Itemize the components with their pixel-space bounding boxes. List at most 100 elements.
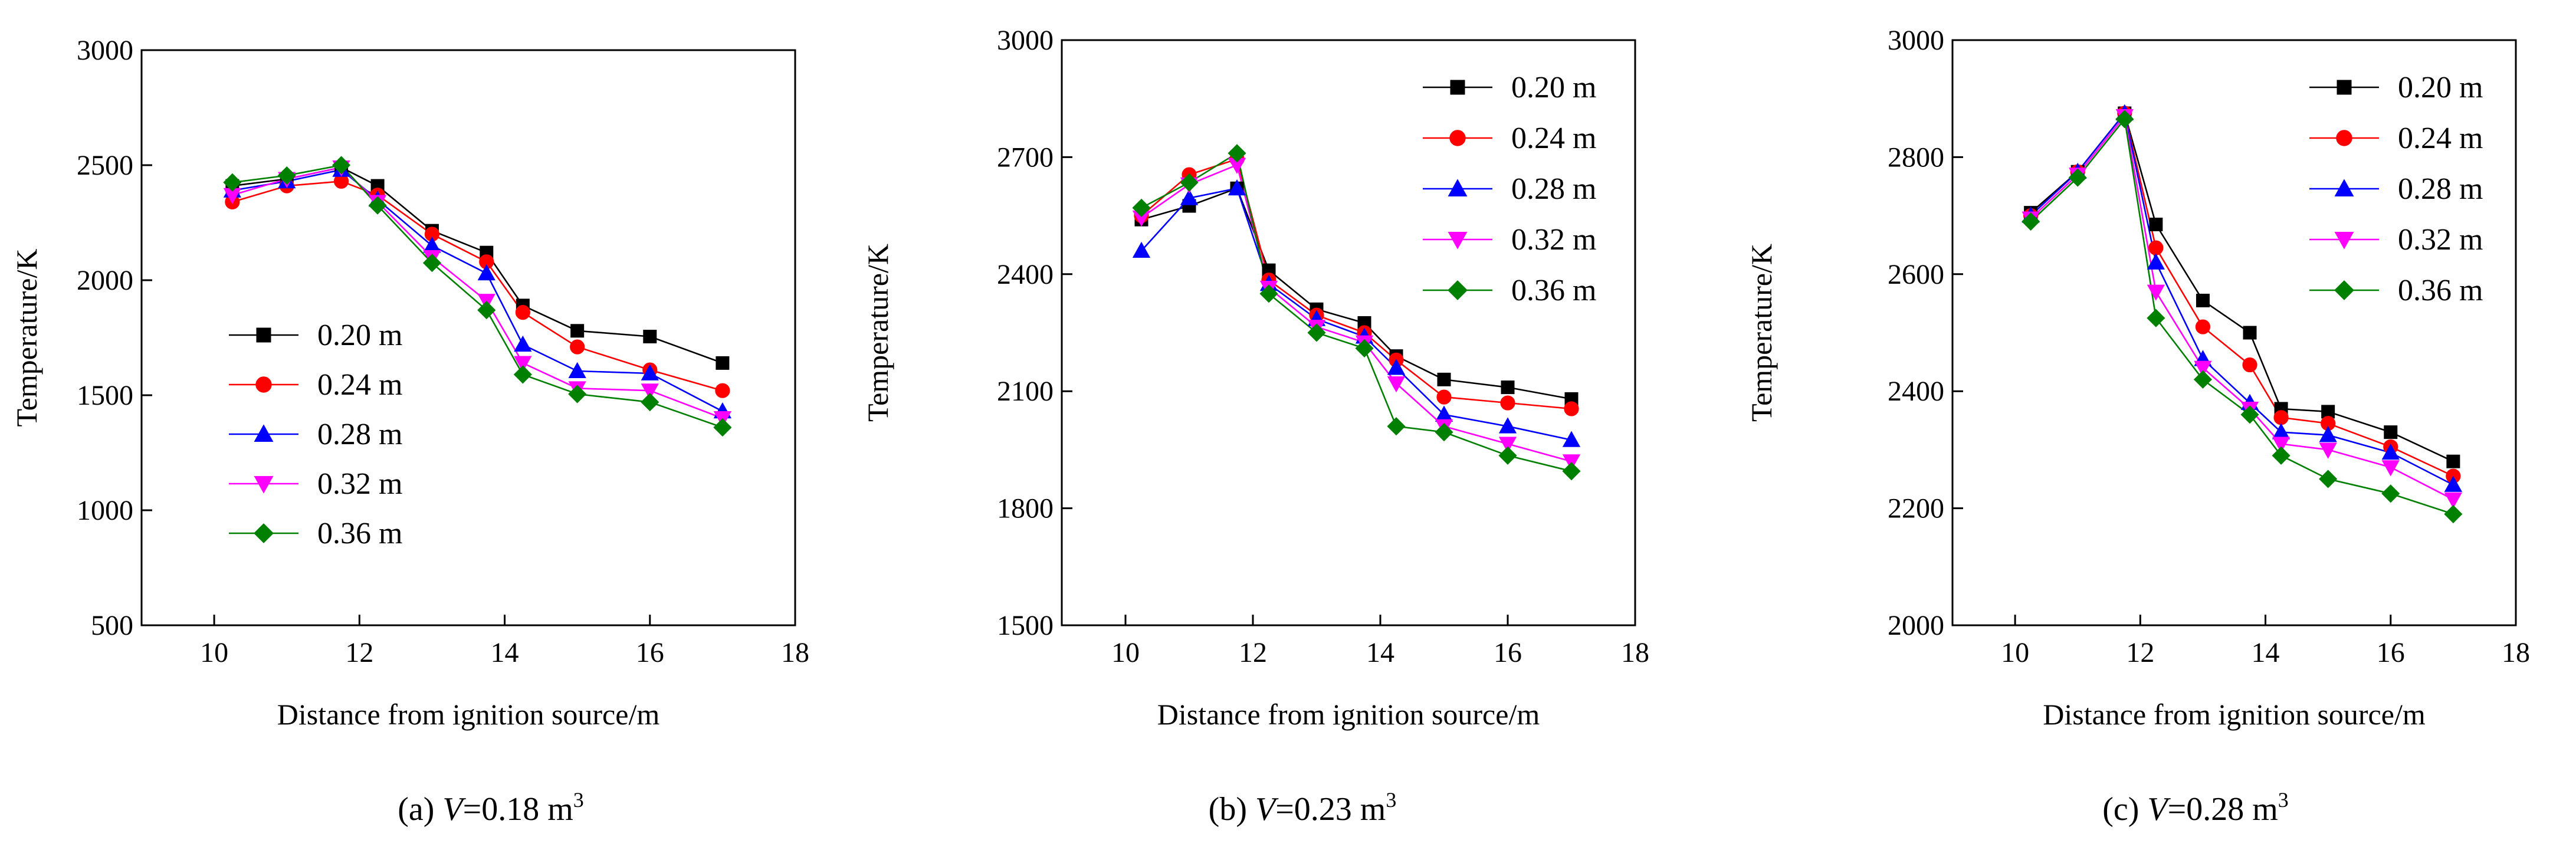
caption-value: =0.28 m	[2168, 791, 2278, 828]
series-line-3	[2030, 111, 2454, 486]
caption-variable: V	[442, 791, 466, 828]
data-point-s5-p7	[513, 365, 532, 384]
y-tick-label: 3000	[997, 25, 1054, 56]
y-tick-label: 1000	[77, 495, 133, 526]
legend-label: 0.20 m	[1511, 71, 1596, 104]
data-point-s5-p6	[1355, 339, 1374, 358]
y-tick-label: 2400	[1888, 376, 1944, 407]
data-point-s3-p10	[1562, 431, 1581, 447]
caption-prefix: (c)	[2102, 791, 2147, 828]
data-point-s1-p4	[2149, 217, 2163, 231]
legend-marker	[255, 376, 272, 393]
data-point-s3-p9	[641, 364, 659, 380]
y-tick-label: 3000	[77, 35, 133, 66]
data-point-s5-p5	[1307, 323, 1326, 342]
data-point-s4-p5	[2194, 360, 2212, 377]
y-tick-label: 2500	[77, 150, 133, 181]
x-tick-label: 16	[2377, 637, 2405, 668]
legend: 0.20 m 0.24 m 0.28 m 0.32 m 0.36 m	[1423, 71, 1596, 307]
data-point-s2-p4	[2148, 240, 2164, 255]
data-point-s5-p7	[2272, 446, 2290, 465]
legend-label: 0.32 m	[1511, 223, 1596, 257]
series-line-4	[2030, 114, 2454, 500]
y-tick-label: 1800	[997, 493, 1054, 524]
x-tick-label: 18	[2502, 637, 2530, 668]
legend-marker	[1448, 179, 1468, 196]
y-tick-label: 2000	[1888, 610, 1944, 641]
data-point-s5-p3	[1228, 144, 1246, 163]
plot-frame	[1951, 39, 2517, 626]
legend-label: 0.20 m	[317, 319, 402, 352]
series-line-4	[232, 166, 723, 419]
data-point-s3-p6	[477, 264, 495, 281]
data-point-s5-p2	[2068, 168, 2087, 187]
data-point-s4-p7	[1387, 376, 1406, 393]
chart-panel-1: 10 12 14 16 18 500 1000 1500 2000 2500 3000 Distanc…	[10, 35, 809, 731]
data-point-s2-p7	[515, 305, 530, 320]
data-point-s2-p10	[715, 383, 730, 398]
legend-label: 0.24 m	[1511, 122, 1596, 155]
data-point-s3-p2	[1180, 189, 1199, 205]
legend-label: 0.28 m	[2398, 172, 2483, 206]
data-point-s5-p1	[223, 173, 242, 192]
x-tick-label: 18	[781, 637, 809, 668]
legend-label: 0.24 m	[317, 368, 402, 402]
data-point-s5-p5	[422, 254, 442, 273]
x-tick-label: 16	[636, 637, 664, 668]
x-tick-label: 10	[200, 637, 228, 668]
legend-label: 0.32 m	[317, 467, 402, 501]
data-point-s5-p8	[1435, 423, 1453, 442]
data-point-s3-p8	[2319, 426, 2337, 442]
legend-marker	[1449, 130, 1466, 146]
legend-marker	[2334, 232, 2354, 250]
data-point-s5-p8	[2319, 470, 2338, 488]
x-axis-label: Distance from ignition source/m	[2043, 698, 2426, 731]
data-point-s4-p7	[514, 356, 532, 372]
legend-label: 0.28 m	[317, 418, 402, 451]
legend-label: 0.32 m	[2398, 223, 2483, 257]
data-point-s3-p7	[514, 335, 532, 352]
data-point-s5-p4	[368, 196, 387, 215]
legend-marker	[1448, 232, 1468, 250]
series-line-1	[1141, 187, 1572, 400]
legend-marker	[1448, 280, 1468, 300]
legend-marker	[254, 424, 274, 442]
data-point-s5-p3	[2115, 110, 2134, 129]
series-line-5	[1141, 152, 1572, 472]
x-tick-label: 14	[2252, 637, 2280, 668]
legend-marker	[2334, 179, 2354, 196]
caption-superscript: 3	[1386, 788, 1396, 812]
data-point-s5-p6	[477, 301, 496, 320]
legend-label: 0.36 m	[317, 517, 402, 550]
data-point-s5-p3	[332, 156, 351, 175]
data-point-s1-p5	[2196, 293, 2210, 307]
data-point-s5-p9	[2381, 484, 2400, 503]
data-point-s2-p8	[570, 339, 585, 355]
y-axis-label: Temperature/K	[861, 244, 894, 422]
series-line-2	[2030, 111, 2454, 477]
plot-frame	[140, 49, 796, 626]
x-tick-label: 10	[2001, 637, 2029, 668]
data-point-s5-p10	[713, 418, 732, 437]
data-point-s5-p9	[641, 393, 659, 412]
data-point-s4-p10	[2444, 492, 2463, 509]
data-point-s4-p8	[2319, 442, 2337, 459]
y-tick-label: 3000	[1888, 25, 1944, 56]
y-axis-label: Temperature/K	[1745, 244, 1778, 422]
data-point-s4-p4	[2147, 284, 2165, 301]
data-point-s2-p5	[2195, 319, 2211, 334]
series-line-4	[1141, 163, 1572, 462]
data-point-s1-p9	[2384, 425, 2398, 439]
data-point-s1-p8	[570, 324, 585, 338]
legend-label: 0.24 m	[2398, 122, 2483, 155]
y-tick-label: 2600	[1888, 259, 1944, 290]
data-point-s1-p6	[2243, 326, 2257, 340]
y-tick-label: 1500	[997, 610, 1054, 641]
x-tick-label: 12	[1239, 637, 1267, 668]
legend-label: 0.36 m	[1511, 274, 1596, 307]
x-tick-label: 12	[345, 637, 373, 668]
x-tick-label: 18	[1621, 637, 1649, 668]
series-line-2	[1141, 158, 1572, 410]
data-point-s5-p6	[2240, 405, 2259, 424]
